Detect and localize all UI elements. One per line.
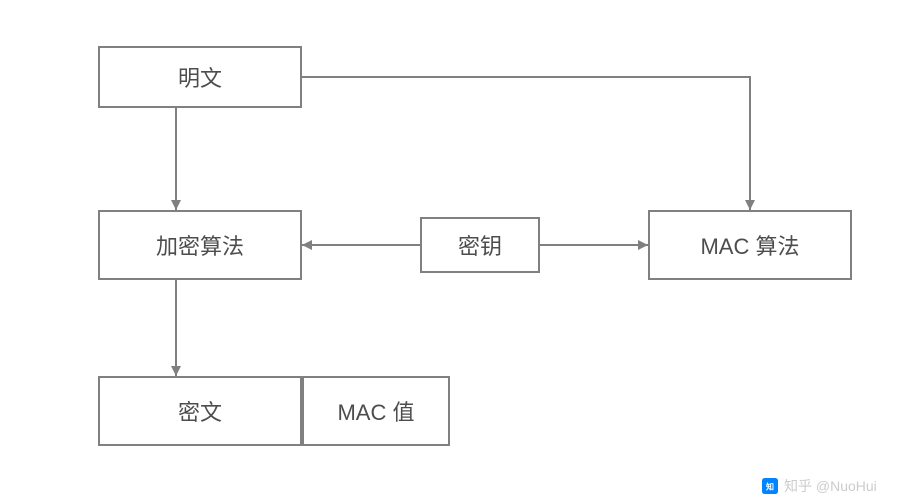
node-label: MAC 值: [337, 395, 414, 427]
node-key: 密钥: [420, 217, 540, 273]
node-label: 密钥: [458, 229, 502, 261]
node-mac-algo: MAC 算法: [648, 210, 852, 280]
node-plaintext: 明文: [98, 46, 302, 108]
node-encrypt: 加密算法: [98, 210, 302, 280]
watermark: 知 知乎 @NuoHui: [762, 476, 877, 496]
watermark-text: 知乎 @NuoHui: [784, 476, 877, 496]
svg-text:知: 知: [766, 481, 774, 491]
node-ciphertext: 密文: [98, 376, 302, 446]
node-label: 明文: [178, 61, 222, 93]
edge-plaintext-to-mac_algo: [302, 77, 750, 210]
node-label: 加密算法: [156, 229, 244, 261]
zhihu-icon: 知: [762, 478, 778, 494]
node-label: MAC 算法: [700, 229, 799, 261]
node-mac-value: MAC 值: [302, 376, 450, 446]
node-label: 密文: [178, 395, 222, 427]
